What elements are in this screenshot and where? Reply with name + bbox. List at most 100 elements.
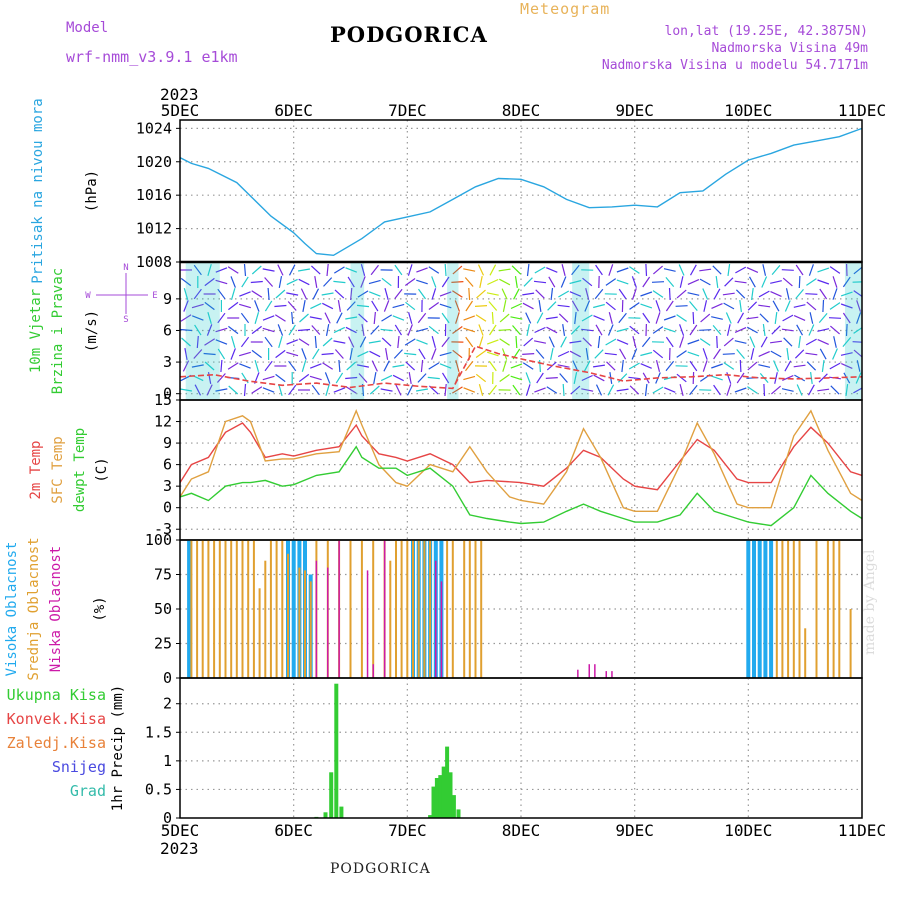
wind-barb xyxy=(418,288,426,300)
wind-barb xyxy=(357,290,369,298)
wind-barb xyxy=(807,384,815,396)
wind-barb xyxy=(302,299,306,313)
wind-barb xyxy=(534,266,546,274)
precip-ytick-label: 0 xyxy=(163,809,172,827)
wind-barb xyxy=(727,264,731,276)
wind-barb xyxy=(805,338,817,346)
cloud-ytick-label: 75 xyxy=(154,566,172,584)
wind-barb xyxy=(383,360,390,372)
wind-barb xyxy=(817,339,829,345)
wind-barb xyxy=(394,264,403,276)
wind-barb xyxy=(798,336,801,348)
wind-barb xyxy=(240,312,250,324)
wind-barb xyxy=(439,351,452,357)
wind-barb xyxy=(534,387,546,393)
wind-barb xyxy=(735,266,747,274)
mid-cloud-bar xyxy=(792,540,795,678)
wind-barb xyxy=(439,363,452,369)
wind-barb xyxy=(546,326,558,334)
wind-barb xyxy=(499,278,511,286)
mid-cloud-bar xyxy=(480,540,483,678)
wind-barb xyxy=(287,301,297,311)
wind-barb xyxy=(380,374,393,382)
wind-barb xyxy=(243,263,247,277)
wind-barb xyxy=(770,291,782,297)
wind-barb xyxy=(629,302,640,310)
wind-barb xyxy=(569,279,582,285)
wind-barb xyxy=(309,375,322,381)
wind-barb xyxy=(522,353,535,355)
mid-cloud-bar xyxy=(298,567,301,678)
wind-barb xyxy=(297,268,311,272)
wind-barb xyxy=(392,364,405,368)
wind-barb xyxy=(345,386,357,394)
wind-barb xyxy=(338,359,341,373)
wind-barb xyxy=(829,362,841,370)
wind-barb xyxy=(699,268,712,272)
precip-bar xyxy=(334,683,339,818)
wind-barb xyxy=(288,384,297,396)
wind-barb xyxy=(392,374,404,382)
wind-ytick-label: 0 xyxy=(163,385,172,403)
compass-south: S xyxy=(123,315,128,325)
wind-barb xyxy=(251,290,263,298)
pressure-ytick-label: 1024 xyxy=(136,119,172,137)
wind-barb xyxy=(215,339,228,345)
wind-barb xyxy=(370,264,379,276)
wind-barb xyxy=(475,373,487,383)
wind-barb xyxy=(595,264,603,276)
wind-barb xyxy=(275,289,286,299)
wind-barb xyxy=(464,277,474,287)
mid-cloud-bar xyxy=(230,540,233,678)
wind-barb xyxy=(384,288,389,300)
mid-cloud-bar xyxy=(838,540,841,678)
wind-barb xyxy=(444,263,447,277)
wind-barb xyxy=(723,362,735,370)
wind-barb xyxy=(832,276,838,288)
wind-barb xyxy=(581,328,594,332)
wind-barb xyxy=(239,363,251,369)
wind-barb xyxy=(180,388,193,392)
wind-barb xyxy=(853,387,862,394)
wind-barb xyxy=(746,267,759,273)
precip-ytick-label: 0.5 xyxy=(145,780,172,798)
mid-cloud-bar xyxy=(389,560,392,678)
wind-barb xyxy=(808,324,815,336)
wind-barb xyxy=(301,348,307,360)
wind-barb xyxy=(739,359,742,373)
low-cloud-bar xyxy=(577,669,579,678)
wind-barb xyxy=(841,363,853,369)
wind-barb xyxy=(267,287,270,301)
wind-barb xyxy=(465,360,474,372)
wind-barb xyxy=(722,353,735,355)
wind-barb xyxy=(277,264,284,276)
wind-barb xyxy=(652,349,664,359)
wind-barb xyxy=(770,340,782,344)
wind-barb xyxy=(535,349,545,359)
wind-barb xyxy=(715,276,719,288)
wind-barb xyxy=(239,351,251,357)
wind-barb xyxy=(840,291,853,297)
wind-barb xyxy=(501,288,508,300)
wind-barb xyxy=(300,288,308,300)
wind-barb xyxy=(597,335,601,349)
wind-barb xyxy=(616,279,629,285)
wind-barb xyxy=(830,385,840,395)
wind-barb xyxy=(570,325,581,335)
wind-barb xyxy=(689,360,698,372)
temp-ytick-label: 15 xyxy=(154,391,172,409)
wind-barb xyxy=(498,329,511,331)
wind-barb xyxy=(533,280,547,284)
mid-cloud-bar xyxy=(241,540,244,678)
wind-barb xyxy=(204,338,216,346)
wind-barb xyxy=(821,360,825,372)
low-cloud-bar xyxy=(372,664,374,678)
wind-barb xyxy=(608,312,613,324)
wind-barb xyxy=(594,349,604,359)
mid-cloud-bar xyxy=(781,540,784,678)
wind-barb xyxy=(274,304,287,308)
wind-barb xyxy=(699,338,711,346)
wind-barb xyxy=(381,277,392,287)
wind-barb xyxy=(286,292,299,296)
